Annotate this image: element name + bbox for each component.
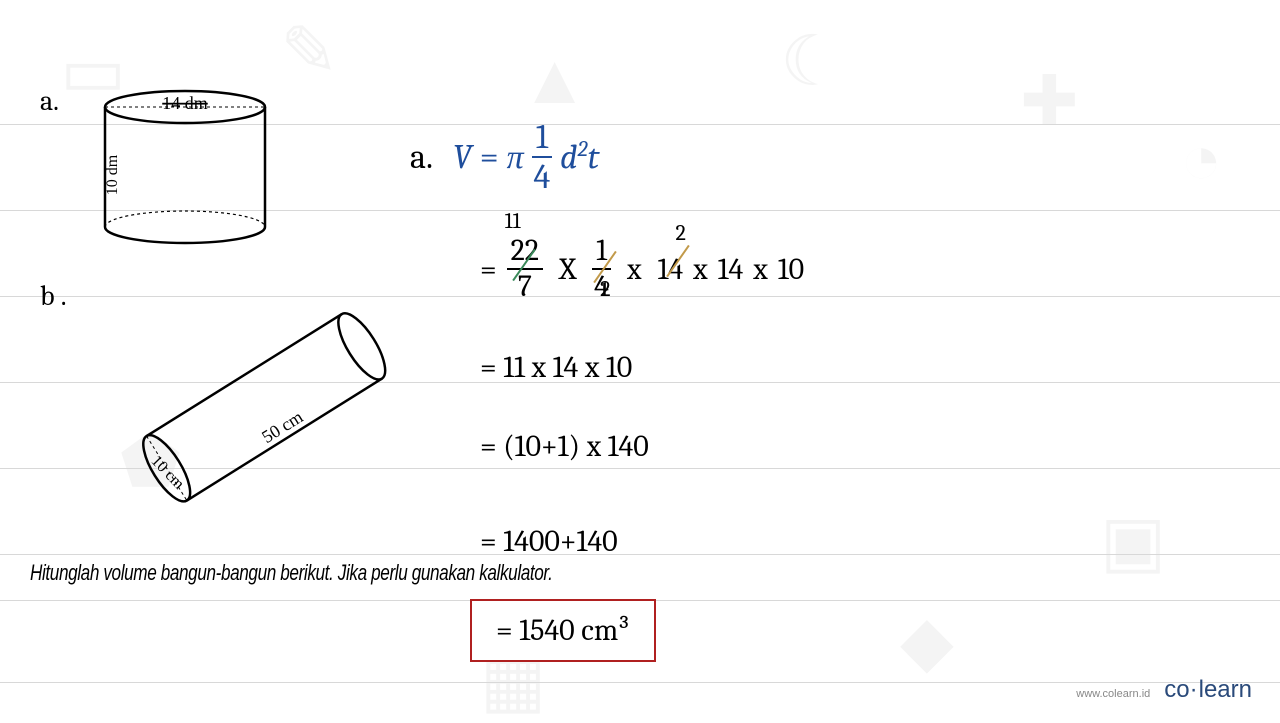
formula-line: a. V = π 1 4 d2t [410,120,1260,194]
fraction-1-4: 1 4 [532,120,552,194]
footer-brand: co·learn [1164,676,1252,704]
svg-text:10 dm: 10 dm [104,154,121,195]
d1-value: 14 2 [657,252,683,287]
final-result-box: = 1540 cm³ [470,599,656,662]
solution-work: a. V = π 1 4 d2t = 22 7 11 X 1 4 2 x [410,120,1260,662]
solution-a-label: a. [410,137,433,177]
cylinder-a: 14 dm 10 dm [95,85,275,255]
cylinder-b: 10 cm 50 cm [80,270,440,550]
quarter-fraction: 1 4 2 [592,236,611,302]
step-4: = (10+1) x 140 [480,429,1260,464]
step-3: = 11 x 14 x 10 [480,350,1260,385]
substitution-line: = 22 7 11 X 1 4 2 x 14 2 x 14 x 10 [480,236,1260,302]
figure-b-label: b . [40,280,67,312]
pi-fraction: 22 7 11 [507,236,543,302]
footer: www.colearn.id co·learn [1076,676,1252,704]
figure-a-label: a. [40,85,59,117]
footer-site: www.colearn.id [1076,688,1150,700]
step-5: = 1400+140 [480,524,1260,559]
svg-text:14 dm: 14 dm [162,93,208,113]
